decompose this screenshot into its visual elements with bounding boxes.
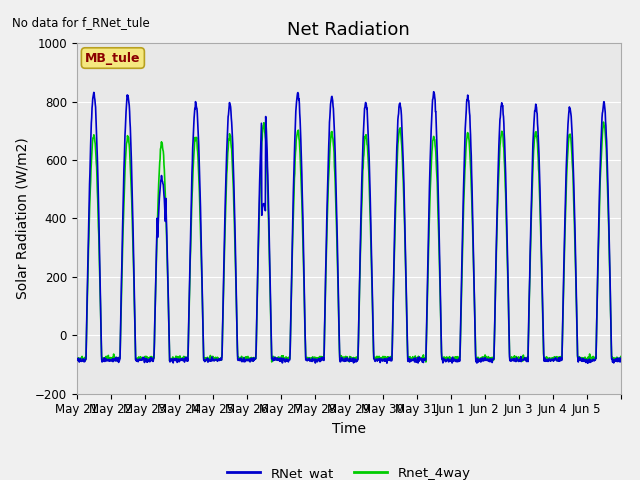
Rnet_4way (611, 355, 618, 361)
Rnet_4way (557, 357, 564, 362)
Rnet_4way (158, 142, 166, 147)
RNet_wat (611, 357, 618, 363)
RNet_wat (430, 89, 438, 95)
Rnet_4way (335, 298, 342, 304)
Rnet_4way (600, 119, 607, 125)
RNet_wat (617, 359, 625, 364)
Legend: RNet_wat, Rnet_4way: RNet_wat, Rnet_4way (222, 462, 476, 480)
RNet_wat (557, 357, 564, 362)
RNet_wat (158, 176, 166, 181)
Rnet_4way (617, 354, 625, 360)
Rnet_4way (324, 190, 332, 196)
RNet_wat (335, 291, 342, 297)
RNet_wat (477, 356, 485, 361)
RNet_wat (73, 357, 81, 362)
Text: MB_tule: MB_tule (85, 51, 141, 64)
Rnet_4way (73, 356, 81, 361)
X-axis label: Time: Time (332, 422, 366, 436)
Title: Net Radiation: Net Radiation (287, 21, 410, 39)
Rnet_4way (422, 359, 429, 365)
Line: Rnet_4way: Rnet_4way (77, 122, 621, 362)
RNet_wat (324, 163, 332, 168)
Text: No data for f_RNet_tule: No data for f_RNet_tule (12, 16, 149, 29)
Y-axis label: Solar Radiation (W/m2): Solar Radiation (W/m2) (15, 138, 29, 299)
Rnet_4way (477, 357, 485, 362)
RNet_wat (584, 360, 592, 366)
Line: RNet_wat: RNet_wat (77, 92, 621, 363)
